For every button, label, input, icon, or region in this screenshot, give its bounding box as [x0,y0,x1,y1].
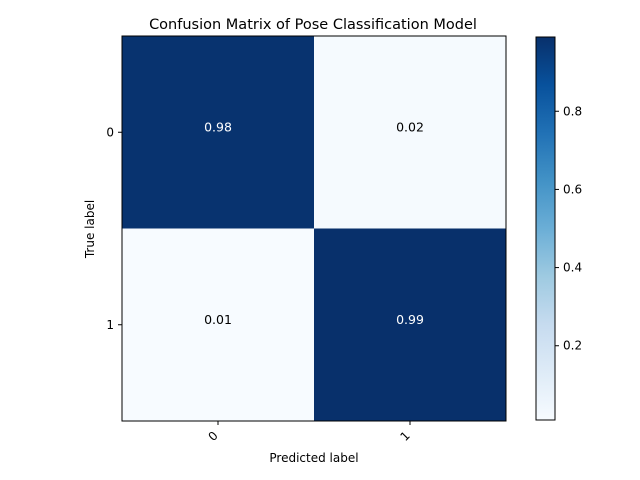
cell-value-label: 0.01 [204,312,232,327]
cell-value-label: 0.99 [396,312,424,327]
colorbar [535,36,556,421]
x-tick-label: 1 [398,429,413,444]
x-tick-label: 0 [206,429,221,444]
cell-value-label: 0.98 [204,119,232,134]
colorbar-ticks: 0.2 0.4 0.6 0.8 [555,104,582,353]
colorbar-tick-label: 0.2 [563,339,582,353]
y-axis-ticks: 01 [106,125,122,332]
plot-frame [121,35,507,422]
colorbar-tick-label: 0.6 [563,182,582,196]
x-axis-label: Predicted label [269,451,358,465]
heatmap-cell [314,36,506,229]
colorbar-tick-label: 0.4 [563,261,582,275]
cell-value-label: 0.02 [396,119,424,134]
chart-title: Confusion Matrix of Pose Classification … [149,17,477,33]
heatmap-cells: 0.98 0.02 0.01 0.99 [122,36,506,421]
heatmap-cell [122,36,314,229]
heatmap-cell [122,228,314,421]
colorbar-tick-label: 0.8 [563,104,582,118]
y-tick-label: 1 [106,318,114,332]
y-tick-label: 0 [106,125,114,139]
y-axis-label: True label [83,200,97,259]
heatmap-cell [314,228,506,421]
